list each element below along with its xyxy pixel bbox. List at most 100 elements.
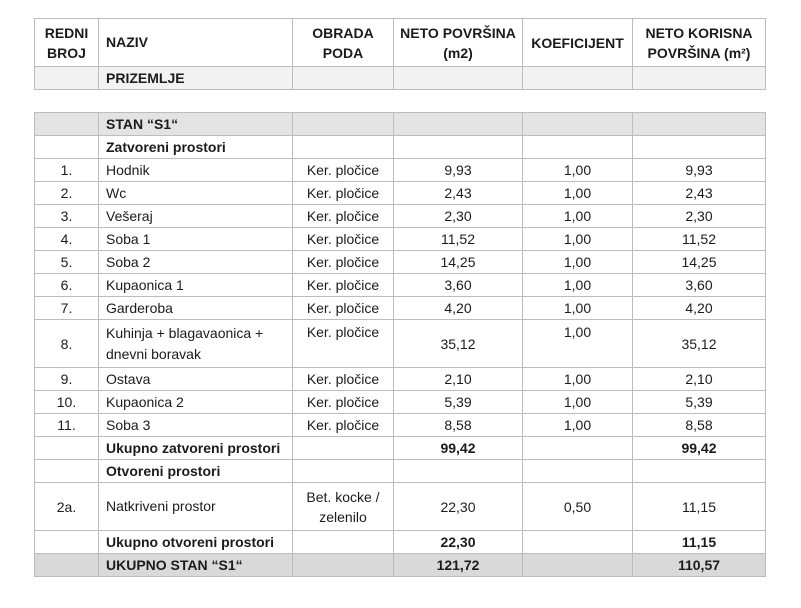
cell-num: 2a.	[34, 482, 99, 531]
table-row: 2a. Natkriveni prostor Bet. kocke / zeleni…	[34, 482, 766, 531]
column-header-row: REDNI BROJ NAZIV OBRADA PODA NETO POVRŠI…	[34, 18, 766, 67]
cell-num	[34, 135, 99, 159]
cell-koef	[522, 530, 633, 554]
cell-koef: 1,00	[522, 367, 633, 391]
section-label: PRIZEMLJE	[98, 66, 293, 90]
cell-obrada: Ker. pločice	[292, 158, 394, 182]
cell-obrada	[292, 436, 394, 460]
cell-obrada: Bet. kocke / zelenilo	[292, 482, 394, 531]
cell-koef	[522, 66, 633, 90]
table-row: STAN “S1“	[34, 112, 766, 136]
cell-obrada	[292, 135, 394, 159]
cell-naziv: Garderoba	[98, 296, 293, 320]
cell-koef: 1,00	[522, 319, 633, 368]
cell-koef	[522, 436, 633, 460]
table-row: Otvoreni prostori	[34, 459, 766, 483]
cell-korisna	[632, 66, 766, 90]
cell-num: 8.	[34, 319, 99, 368]
col-header-neto-povrsina: NETO POVRŠINA (m2)	[393, 18, 523, 67]
cell-num: 6.	[34, 273, 99, 297]
cell-obrada: Ker. pločice	[292, 250, 394, 274]
cell-neto: 22,30	[393, 530, 523, 554]
cell-num: 11.	[34, 413, 99, 437]
col-header-naziv: NAZIV	[98, 18, 293, 67]
cell-obrada: Ker. pločice	[292, 181, 394, 205]
cell-neto	[393, 66, 523, 90]
table-row: 10. Kupaonica 2 Ker. pločice 5,39 1,00 5,39	[34, 390, 766, 414]
cell-num	[34, 553, 99, 577]
cell-num	[34, 530, 99, 554]
cell-naziv: Vešeraj	[98, 204, 293, 228]
cell-neto: 99,42	[393, 436, 523, 460]
cell-korisna: 8,58	[632, 413, 766, 437]
header-table: REDNI BROJ NAZIV OBRADA PODA NETO POVRŠI…	[34, 18, 766, 90]
cell-koef	[522, 459, 633, 483]
cell-koef: 0,50	[522, 482, 633, 531]
cell-obrada	[292, 112, 394, 136]
cell-koef: 1,00	[522, 204, 633, 228]
cell-neto: 5,39	[393, 390, 523, 414]
cell-naziv: UKUPNO STAN “S1“	[98, 553, 293, 577]
table-row: Zatvoreni prostori	[34, 135, 766, 159]
cell-korisna: 5,39	[632, 390, 766, 414]
cell-korisna: 35,12	[632, 319, 766, 368]
cell-korisna: 2,10	[632, 367, 766, 391]
cell-neto: 11,52	[393, 227, 523, 251]
cell-neto: 8,58	[393, 413, 523, 437]
cell-korisna: 2,43	[632, 181, 766, 205]
cell-koef: 1,00	[522, 227, 633, 251]
cell-naziv: Kupaonica 2	[98, 390, 293, 414]
cell-korisna	[632, 459, 766, 483]
table-row: Ukupno zatvoreni prostori 99,42 99,42	[34, 436, 766, 460]
cell-koef	[522, 112, 633, 136]
cell-korisna: 11,15	[632, 482, 766, 531]
cell-obrada: Ker. pločice	[292, 204, 394, 228]
table-row: 3. Vešeraj Ker. pločice 2,30 1,00 2,30	[34, 204, 766, 228]
cell-num: 1.	[34, 158, 99, 182]
cell-neto	[393, 135, 523, 159]
cell-num: 5.	[34, 250, 99, 274]
cell-obrada	[292, 530, 394, 554]
cell-korisna: 3,60	[632, 273, 766, 297]
cell-num	[34, 112, 99, 136]
cell-koef	[522, 135, 633, 159]
cell-naziv: Natkriveni prostor	[98, 482, 293, 531]
table-row: 9. Ostava Ker. pločice 2,10 1,00 2,10	[34, 367, 766, 391]
cell-obrada: Ker. pločice	[292, 367, 394, 391]
cell-korisna: 11,15	[632, 530, 766, 554]
table-row: 1. Hodnik Ker. pločice 9,93 1,00 9,93	[34, 158, 766, 182]
cell-neto: 4,20	[393, 296, 523, 320]
cell-num: 9.	[34, 367, 99, 391]
cell-naziv: Otvoreni prostori	[98, 459, 293, 483]
cell-naziv: STAN “S1“	[98, 112, 293, 136]
cell-korisna: 99,42	[632, 436, 766, 460]
cell-korisna: 9,93	[632, 158, 766, 182]
cell-naziv: Soba 1	[98, 227, 293, 251]
main-table-body: STAN “S1“ Zatvoreni prostori 1. Hodnik Ker. …	[34, 112, 766, 577]
section-row-prizemlje: PRIZEMLJE	[34, 66, 766, 90]
cell-neto: 2,43	[393, 181, 523, 205]
cell-naziv: Soba 3	[98, 413, 293, 437]
cell-neto: 22,30	[393, 482, 523, 531]
cell-obrada: Ker. pločice	[292, 390, 394, 414]
cell-koef	[522, 553, 633, 577]
cell-neto	[393, 112, 523, 136]
cell-korisna: 2,30	[632, 204, 766, 228]
cell-neto: 121,72	[393, 553, 523, 577]
cell-korisna: 14,25	[632, 250, 766, 274]
cell-num	[34, 66, 99, 90]
col-header-neto-korisna: NETO KORISNA POVRŠINA (m²)	[632, 18, 766, 67]
table-row: 7. Garderoba Ker. pločice 4,20 1,00 4,20	[34, 296, 766, 320]
cell-neto: 3,60	[393, 273, 523, 297]
cell-korisna	[632, 135, 766, 159]
cell-num: 3.	[34, 204, 99, 228]
cell-naziv: Ukupno zatvoreni prostori	[98, 436, 293, 460]
cell-num: 4.	[34, 227, 99, 251]
cell-obrada: Ker. pločice	[292, 227, 394, 251]
table-row: 6. Kupaonica 1 Ker. pločice 3,60 1,00 3,60	[34, 273, 766, 297]
table-row: 4. Soba 1 Ker. pločice 11,52 1,00 11,52	[34, 227, 766, 251]
table-row: Ukupno otvoreni prostori 22,30 11,15	[34, 530, 766, 554]
cell-koef: 1,00	[522, 413, 633, 437]
cell-korisna: 11,52	[632, 227, 766, 251]
